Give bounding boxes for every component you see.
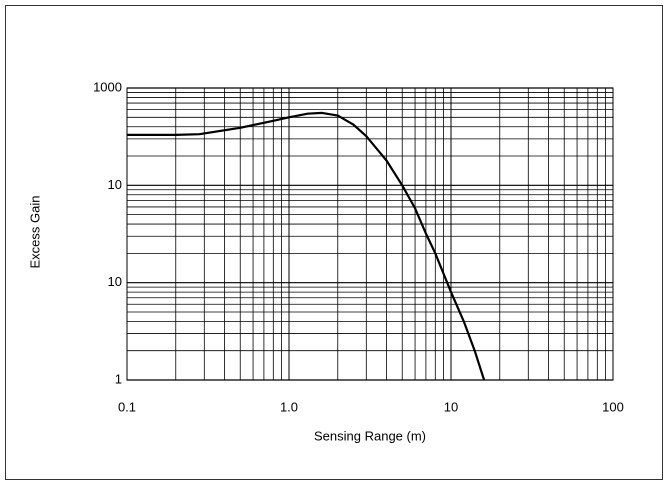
y-tick-label: 1: [115, 371, 122, 386]
frame: [5, 5, 663, 480]
y-tick-label: 10: [108, 274, 122, 289]
x-axis-label: Sensing Range (m): [314, 428, 426, 443]
y-tick-label: 10: [108, 177, 122, 192]
y-axis-label: Excess Gain: [27, 196, 42, 269]
x-tick-label: 1.0: [280, 399, 298, 414]
x-tick-label: 100: [602, 399, 624, 414]
x-tick-label: 10: [444, 399, 458, 414]
plot-border: [126, 87, 614, 381]
x-tick-label: 0.1: [118, 399, 136, 414]
series-line: [127, 111, 486, 381]
y-tick-label: 1000: [93, 79, 122, 94]
